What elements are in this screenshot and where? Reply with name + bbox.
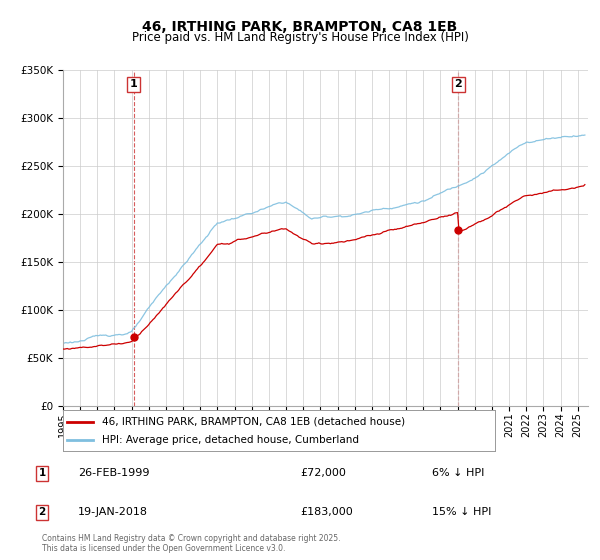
Text: 6% ↓ HPI: 6% ↓ HPI bbox=[432, 468, 484, 478]
Text: 1: 1 bbox=[130, 80, 137, 90]
Text: 1: 1 bbox=[38, 468, 46, 478]
Text: 46, IRTHING PARK, BRAMPTON, CA8 1EB (detached house): 46, IRTHING PARK, BRAMPTON, CA8 1EB (det… bbox=[102, 417, 405, 427]
Text: 2: 2 bbox=[455, 80, 463, 90]
Text: HPI: Average price, detached house, Cumberland: HPI: Average price, detached house, Cumb… bbox=[102, 435, 359, 445]
Text: 19-JAN-2018: 19-JAN-2018 bbox=[78, 507, 148, 517]
Text: Price paid vs. HM Land Registry's House Price Index (HPI): Price paid vs. HM Land Registry's House … bbox=[131, 31, 469, 44]
Text: 2: 2 bbox=[38, 507, 46, 517]
Text: Contains HM Land Registry data © Crown copyright and database right 2025.
This d: Contains HM Land Registry data © Crown c… bbox=[42, 534, 341, 553]
Text: £72,000: £72,000 bbox=[300, 468, 346, 478]
Text: 15% ↓ HPI: 15% ↓ HPI bbox=[432, 507, 491, 517]
Text: 46, IRTHING PARK, BRAMPTON, CA8 1EB: 46, IRTHING PARK, BRAMPTON, CA8 1EB bbox=[142, 20, 458, 34]
Text: £183,000: £183,000 bbox=[300, 507, 353, 517]
Text: 26-FEB-1999: 26-FEB-1999 bbox=[78, 468, 149, 478]
